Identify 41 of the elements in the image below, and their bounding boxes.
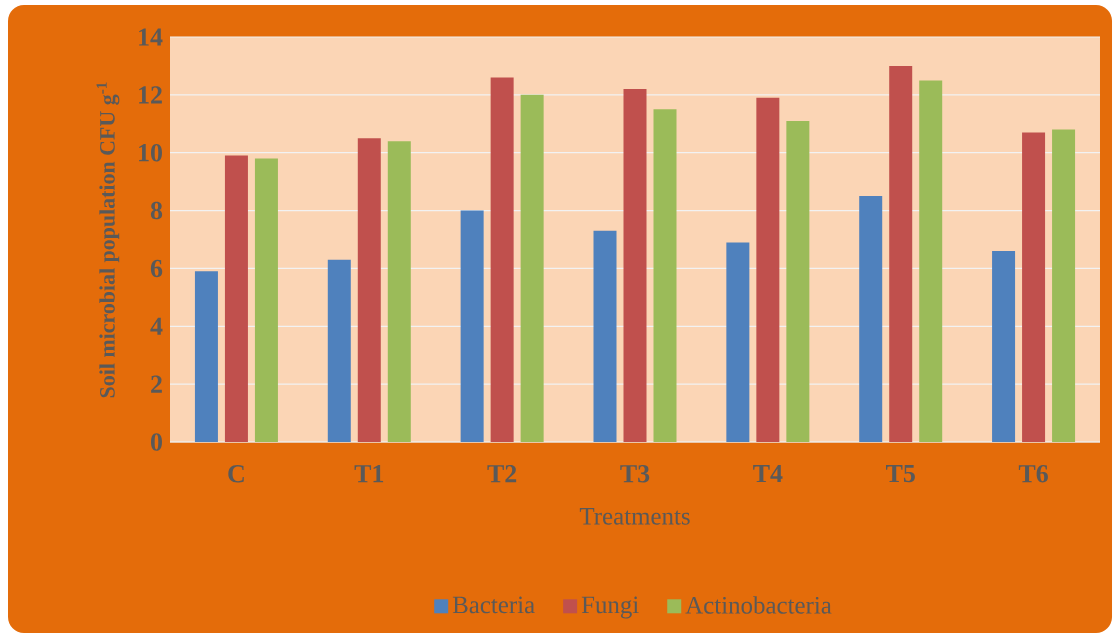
bar: [490, 77, 514, 442]
bar: [1022, 132, 1046, 442]
bar: [387, 141, 411, 442]
legend-label: Actinobacteria: [685, 596, 832, 614]
x-tick-label: T1: [354, 465, 384, 483]
bar: [357, 138, 381, 442]
x-tick-label: T5: [886, 465, 915, 483]
bar: [726, 242, 750, 442]
bar: [520, 94, 544, 442]
x-tick-label: T6: [1018, 465, 1048, 483]
legend-label: Bacteria: [452, 596, 535, 614]
y-tick-label: 6: [150, 259, 163, 278]
y-tick-label: 0: [151, 433, 162, 451]
bar: [194, 271, 218, 442]
x-axis-title: Treatments: [579, 508, 690, 525]
y-tick-label: 4: [150, 317, 163, 335]
bar: [756, 97, 780, 442]
bar: [623, 89, 647, 442]
y-tick-label: 10: [139, 143, 162, 162]
bar: [224, 155, 248, 442]
bar: [919, 80, 943, 442]
bar: [786, 120, 810, 442]
legend-label: Fungi: [581, 596, 639, 619]
x-tick-label: T2: [487, 465, 517, 483]
bar: [1052, 129, 1076, 442]
bar: [653, 109, 677, 442]
y-tick-label: 12: [139, 86, 162, 104]
bar: [889, 65, 913, 442]
bar: [254, 158, 278, 442]
bar: [859, 196, 883, 442]
y-axis-title: Soil microbial population CFU g$^{-1}$: [96, 82, 120, 398]
y-tick-label: 2: [151, 375, 162, 393]
bar: [593, 230, 617, 442]
x-tick-label: T3: [620, 465, 650, 483]
bar: [992, 251, 1016, 442]
bar: [327, 259, 351, 442]
x-tick-label: C: [228, 465, 244, 483]
bar: [460, 210, 484, 442]
y-tick-label: 8: [150, 201, 163, 220]
x-tick-label: T4: [753, 465, 783, 483]
y-tick-label: 14: [139, 28, 163, 46]
